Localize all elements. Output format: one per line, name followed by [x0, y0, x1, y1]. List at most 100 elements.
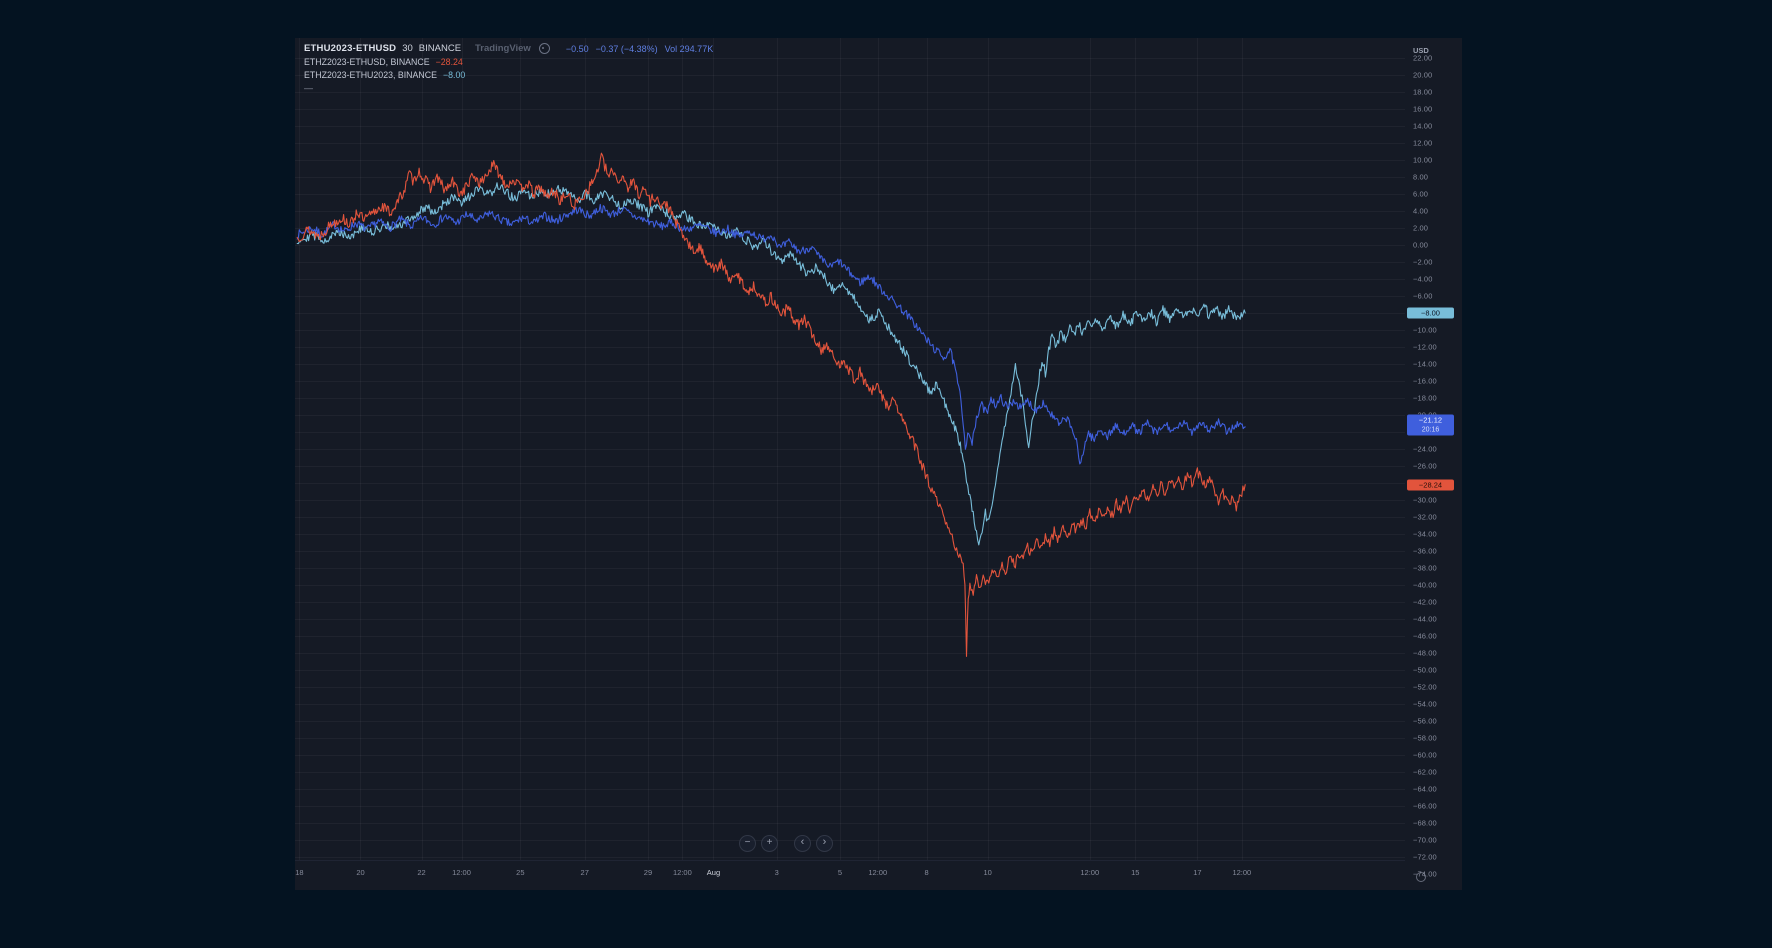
legend-values: −0.50 −0.37 (−4.38%) Vol 294.77K [566, 44, 713, 54]
eye-icon[interactable] [538, 43, 550, 54]
symbol-ticker[interactable]: ETHU2023-ETHUSD [304, 43, 397, 54]
time-tick-label: 22 [417, 868, 426, 877]
overlay-symbol[interactable]: ETHZ2023-ETHUSD, BINANCE [304, 56, 430, 67]
price-tick-label: −24.00 [1413, 444, 1437, 454]
price-tick-label: −16.00 [1413, 376, 1437, 386]
time-tick-label: 12:00 [672, 868, 692, 877]
time-tick-label: 25 [516, 868, 525, 877]
price-tick-label: −2.00 [1413, 257, 1433, 267]
price-tick-label: −46.00 [1413, 631, 1437, 641]
price-tick-label: 12.00 [1413, 138, 1433, 148]
pan-left-button[interactable]: ‹ [794, 835, 811, 852]
price-tick-label: −14.00 [1413, 359, 1437, 369]
time-tick-label: 15 [1131, 868, 1140, 877]
price-tick-label: −56.00 [1413, 716, 1437, 726]
price-tick-label: −48.00 [1413, 648, 1437, 658]
time-tick-label: 8 [924, 868, 929, 877]
price-tick-label: −36.00 [1413, 546, 1437, 556]
price-tick-label: −52.00 [1413, 682, 1437, 692]
time-tick-label: 18 [295, 868, 304, 877]
time-tick-label: 3 [774, 868, 779, 877]
series-line-ETHZ2023-ETHU2023[interactable] [296, 182, 1246, 546]
bar-countdown: 20:16 [1421, 426, 1440, 434]
price-chart-svg [295, 38, 1405, 860]
chart-panel: ETHU2023-ETHUSD 30 BINANCE TradingView −… [295, 38, 1462, 890]
price-tick-label: −62.00 [1413, 767, 1437, 777]
price-tick-label: −26.00 [1413, 461, 1437, 471]
price-badge: −28.24 [1407, 479, 1454, 491]
price-tick-label: 18.00 [1413, 87, 1433, 97]
price-tick-label: −50.00 [1413, 665, 1437, 675]
time-tick-label: 5 [837, 868, 843, 877]
price-badge: −8.00 [1407, 307, 1454, 319]
price-tick-label: 14.00 [1413, 121, 1433, 131]
time-tick-label: 10 [983, 868, 992, 877]
time-tick-label: 12:00 [868, 868, 888, 877]
zoom-in-button[interactable]: + [761, 835, 778, 852]
price-tick-label: −10.00 [1413, 325, 1437, 335]
price-tick-label: 20.00 [1413, 70, 1433, 80]
overlay-value: −28.24 [435, 56, 463, 67]
price-tick-label: −32.00 [1413, 512, 1437, 522]
legend-volume: Vol 294.77K [664, 43, 714, 54]
price-tick-label: 8.00 [1413, 172, 1428, 182]
time-axis[interactable]: 18 20 22 12:00 25 27 29 12:00 Aug 3 5 12:00 8 10 12:00… [295, 860, 1405, 891]
price-tick-label: 22.00 [1413, 53, 1433, 63]
price-tick-label: −66.00 [1413, 801, 1437, 811]
interval-label[interactable]: 30 [402, 43, 413, 54]
price-tick-label: −64.00 [1413, 784, 1437, 794]
chart-legend: ETHU2023-ETHUSD 30 BINANCE TradingView −… [304, 42, 713, 93]
legend-collapse-dash[interactable]: — [304, 83, 313, 93]
price-tick-label: −74.00 [1413, 869, 1437, 879]
price-tick-label: −6.00 [1413, 291, 1433, 301]
axis-clock-icon[interactable] [1416, 872, 1426, 882]
time-tick-label: 20 [356, 868, 365, 877]
price-tick-label: −44.00 [1413, 614, 1437, 624]
price-tick-label: −38.00 [1413, 563, 1437, 573]
price-tick-label: −4.00 [1413, 274, 1433, 284]
price-tick-label: 2.00 [1413, 223, 1428, 233]
price-badge: −21.12 20:16 [1407, 414, 1454, 436]
price-tick-label: −68.00 [1413, 818, 1437, 828]
price-tick-label: −12.00 [1413, 342, 1437, 352]
price-tick-label: 4.00 [1413, 206, 1428, 216]
series-line-ETHZ2023-ETHUSD[interactable] [296, 152, 1246, 657]
price-axis[interactable]: USD 22.00 20.00 18.00 16.00 14.00 12.00 10.00 8… [1405, 38, 1463, 890]
price-tick-label: −60.00 [1413, 750, 1437, 760]
price-tick-label: −42.00 [1413, 597, 1437, 607]
zoom-out-button[interactable]: − [739, 835, 756, 852]
legend-main-row[interactable]: ETHU2023-ETHUSD 30 BINANCE TradingView −… [304, 42, 713, 55]
price-tick-label: −18.00 [1413, 393, 1437, 403]
price-tick-label: 0.00 [1413, 240, 1428, 250]
price-tick-label: −58.00 [1413, 733, 1437, 743]
overlay-symbol[interactable]: ETHZ2023-ETHU2023, BINANCE [304, 69, 437, 80]
legend-change-value: −0.50 [565, 43, 589, 54]
legend-overlay-row[interactable]: ETHZ2023-ETHUSD, BINANCE −28.24 [304, 55, 713, 68]
price-tick-label: 6.00 [1413, 189, 1428, 199]
price-tick-label: −40.00 [1413, 580, 1437, 590]
chart-nav-controls: − + ‹ › [739, 835, 833, 852]
price-tick-label: −30.00 [1413, 495, 1437, 505]
price-tick-label: −72.00 [1413, 852, 1437, 862]
tradingview-watermark: TradingView [475, 43, 531, 54]
time-tick-label: 12:00 [1232, 868, 1252, 877]
legend-change-percent: −0.37 (−4.38%) [595, 43, 658, 54]
chart-plot-area[interactable] [295, 38, 1405, 860]
overlay-value: −8.00 [442, 69, 466, 80]
price-axis-currency: USD [1413, 46, 1429, 55]
time-tick-label: Aug [706, 868, 721, 877]
exchange-label: BINANCE [418, 43, 462, 54]
time-tick-label: 17 [1193, 868, 1202, 877]
time-tick-label: 27 [580, 868, 589, 877]
price-tick-label: −34.00 [1413, 529, 1437, 539]
pan-right-button[interactable]: › [816, 835, 833, 852]
price-tick-label: −54.00 [1413, 699, 1437, 709]
price-tick-label: 16.00 [1413, 104, 1433, 114]
price-tick-label: −70.00 [1413, 835, 1437, 845]
series-line-ETHU2023-ETHUSD[interactable] [296, 203, 1246, 465]
legend-overlay-row[interactable]: ETHZ2023-ETHU2023, BINANCE −8.00 [304, 68, 713, 81]
time-tick-label: 29 [643, 868, 653, 877]
price-tick-label: 10.00 [1413, 155, 1433, 165]
time-tick-label: 12:00 [452, 868, 471, 877]
time-tick-label: 12:00 [1080, 868, 1100, 877]
